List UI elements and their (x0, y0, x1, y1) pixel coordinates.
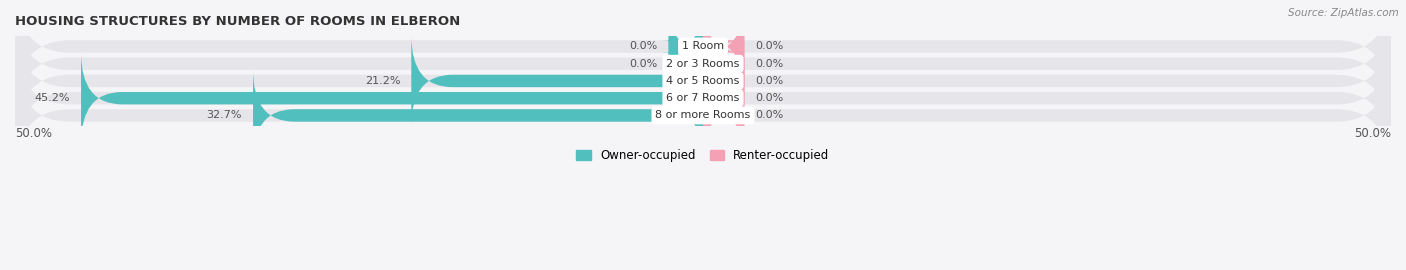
Text: 2 or 3 Rooms: 2 or 3 Rooms (666, 59, 740, 69)
Legend: Owner-occupied, Renter-occupied: Owner-occupied, Renter-occupied (572, 144, 834, 167)
FancyBboxPatch shape (82, 53, 703, 144)
Text: 50.0%: 50.0% (1354, 127, 1391, 140)
Text: 8 or more Rooms: 8 or more Rooms (655, 110, 751, 120)
Text: 0.0%: 0.0% (630, 42, 658, 52)
FancyBboxPatch shape (412, 35, 703, 126)
Text: 0.0%: 0.0% (755, 42, 783, 52)
FancyBboxPatch shape (253, 70, 703, 161)
Text: 0.0%: 0.0% (755, 59, 783, 69)
Text: HOUSING STRUCTURES BY NUMBER OF ROOMS IN ELBERON: HOUSING STRUCTURES BY NUMBER OF ROOMS IN… (15, 15, 460, 28)
Text: 0.0%: 0.0% (755, 76, 783, 86)
FancyBboxPatch shape (703, 53, 744, 144)
Text: 0.0%: 0.0% (755, 93, 783, 103)
FancyBboxPatch shape (703, 70, 744, 161)
Text: 21.2%: 21.2% (364, 76, 401, 86)
Text: 0.0%: 0.0% (755, 110, 783, 120)
FancyBboxPatch shape (15, 1, 1391, 126)
FancyBboxPatch shape (662, 18, 710, 109)
Text: 32.7%: 32.7% (207, 110, 242, 120)
Text: Source: ZipAtlas.com: Source: ZipAtlas.com (1288, 8, 1399, 18)
FancyBboxPatch shape (703, 1, 744, 92)
FancyBboxPatch shape (662, 1, 710, 92)
Text: 4 or 5 Rooms: 4 or 5 Rooms (666, 76, 740, 86)
Text: 45.2%: 45.2% (35, 93, 70, 103)
Text: 1 Room: 1 Room (682, 42, 724, 52)
FancyBboxPatch shape (703, 35, 744, 126)
Text: 50.0%: 50.0% (15, 127, 52, 140)
FancyBboxPatch shape (703, 18, 744, 109)
FancyBboxPatch shape (15, 0, 1391, 109)
Text: 0.0%: 0.0% (630, 59, 658, 69)
FancyBboxPatch shape (15, 35, 1391, 161)
FancyBboxPatch shape (15, 18, 1391, 144)
Text: 6 or 7 Rooms: 6 or 7 Rooms (666, 93, 740, 103)
FancyBboxPatch shape (15, 53, 1391, 178)
